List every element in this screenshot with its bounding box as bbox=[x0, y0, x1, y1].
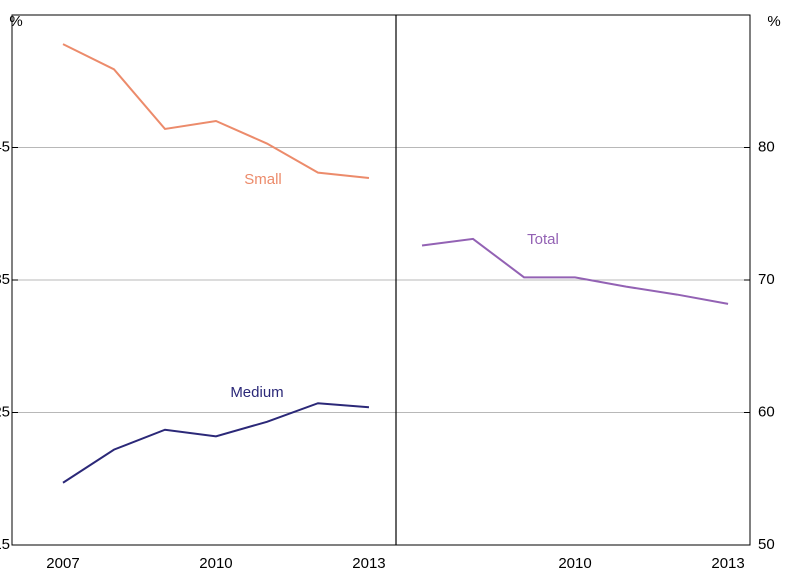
series-label: Small bbox=[244, 171, 282, 188]
y-tick-label: 60 bbox=[758, 403, 775, 420]
plot-frame bbox=[11, 14, 751, 546]
y-axis-unit: % bbox=[767, 13, 780, 30]
y-tick-label: 50 bbox=[758, 536, 775, 553]
x-tick-label: 2013 bbox=[352, 555, 385, 572]
series-label: Total bbox=[527, 231, 559, 248]
y-tick-label: 35 bbox=[0, 271, 10, 288]
y-tick-label: 80 bbox=[758, 138, 775, 155]
y-tick-label: 70 bbox=[758, 271, 775, 288]
series-label: Medium bbox=[230, 384, 283, 401]
series-line bbox=[62, 402, 370, 484]
x-tick-label: 2010 bbox=[199, 555, 232, 572]
series-line bbox=[62, 43, 370, 179]
y-tick-label: 25 bbox=[0, 403, 10, 420]
series-line bbox=[421, 237, 729, 305]
y-tick-label: 45 bbox=[0, 138, 10, 155]
x-tick-label: 2013 bbox=[711, 555, 744, 572]
y-tick-label: 15 bbox=[0, 536, 10, 553]
y-axis-unit: % bbox=[9, 13, 22, 30]
x-tick-label: 2007 bbox=[46, 555, 79, 572]
x-tick-label: 2010 bbox=[558, 555, 591, 572]
